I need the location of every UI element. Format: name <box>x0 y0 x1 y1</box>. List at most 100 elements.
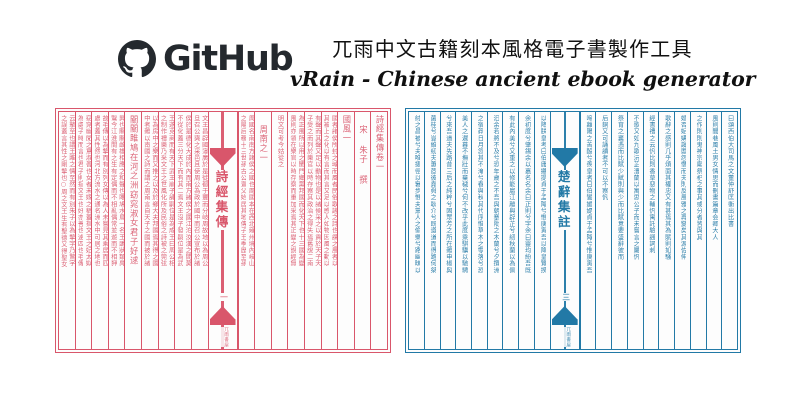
column-glyphs: 明文可考今姑從之 <box>276 115 284 168</box>
column-glyphs: 子受之而列於樂官以時存察其政治之得失焉舊說二南 <box>305 115 313 267</box>
text-column: 啼離陽之苦酘兮羨皇者曰伯鸞媛媞貞于孟陬兮惟庚寅吾 <box>579 112 596 349</box>
column-glyphs: 窈窕幽閒之意淑善也女者未嫁之稱蓋指文王之妃太姒 <box>84 115 92 267</box>
column-glyphs: 王遂克商而有天下武王崩子誦嗣位是為成王曰周公相 <box>167 115 175 267</box>
text-column: 祭育之襄憑而比賦少賦則與少而比賦意要盛辭彼而 <box>611 112 627 349</box>
text-column: 窈窕幽閒之意淑善也女者未嫁之稱蓋指文王之妃太姒 為處子時而言也君子則指文王也好亦善… <box>74 112 92 349</box>
header: GitHub 兀雨中文古籍刻本風格電子書製作工具 vRain - Chinese… <box>0 0 800 100</box>
banner-book-title: 詩經集傳 <box>213 170 231 230</box>
page-subtitle-english: vRain - Chinese ancient ebook generator <box>290 67 756 91</box>
column-glyphs: 啼離陽之苦酘兮羨皇者曰伯鸞媛媞貞于孟陬兮惟庚寅吾 <box>585 115 593 274</box>
column-glyphs: 周國名南南方諸侯之國也周國本在西北雍州境內岐山 <box>247 115 255 267</box>
column-glyphs: 侯於是德化大成於內而南方諸侯之國江沱汝漢之間莫 <box>184 115 191 267</box>
column-glyphs: 興也關關雌雄相應之和聲也雎鳩水鳥一名王鴡狀類鳧 <box>117 115 125 267</box>
github-octocat-icon <box>118 40 156 78</box>
text-column: 紂之昌被兮夫唯捷徑以窘步惟夫黨人之偷樂兮路幽昧以 <box>409 112 424 349</box>
text-column: 婚否姤媾讒慝怨憯而夫則反風雅之再變矣其源佐伸 <box>674 112 690 349</box>
github-wordmark: GitHub <box>163 38 294 79</box>
text-column: 故毛傳以為摯而有別列女傳以為人未嘗見其乘居而匹 處者蓋其性然也河北方流水之通名洲水… <box>91 112 108 349</box>
text-column: 周南之一 <box>254 112 271 349</box>
column-glyphs: 歌辭之感則几乎煩面其權忠又有甚焉其為賦則如騷 <box>663 115 671 261</box>
column-glyphs: 之誤蓋言其性之剛摯也○周之文王生有聖德又得聖女 <box>59 115 67 268</box>
column-glyphs: 不歌又如九歌沅芷澧蘭以寓思公子而未嘗言之屬忛 <box>632 115 640 261</box>
column-glyphs: 中者雜以南國之詩而謂之周南言自天子之國而被於諸 <box>142 115 150 267</box>
column-glyphs: 余初度兮肇錫余以嘉名名余曰正則兮字余曰靈均紛吾既 <box>523 115 531 274</box>
text-column: 興也關關雌雄相應之和聲也雎鳩水鳥一名王鴡狀類鳧 鷖今江淮間有之生有定偶而不相亂偶常… <box>107 112 125 349</box>
text-column: 文王昌辟國寖廣於是徙都于豐而分岐周故地以為周公 旦召公奭之采邑且使周公為政於國中而… <box>190 112 208 349</box>
text-column: 詩經集傳卷一 <box>370 112 387 349</box>
column-glyphs: 之作則則鬼神宗廟祭祀之事其或分者皆與其 <box>695 115 703 241</box>
column-glyphs: 美人之遲暮不撫壯而棄穢兮何不改乎此度乘騏驥以馳騁 <box>460 115 468 274</box>
column-glyphs: 其被上之化以有言而其言又足以感人如物因風之動以 <box>322 115 330 267</box>
text-column: 宋 朱子 撰 <box>353 112 371 349</box>
text-column: 有此內美兮又重之以修能扈江離與辟芷兮紉秋蘭以為佩 <box>502 112 518 349</box>
column-glyphs: 祭育之襄憑而比賦少賦則與少而比賦意要盛辭彼而 <box>616 115 624 261</box>
column-glyphs: 婚否姤媾讒慝怨憯而夫則反風雅之再變矣其源佐伸 <box>679 115 687 261</box>
column-glyphs: 國風一 <box>341 115 352 144</box>
column-glyphs: 風則亦領在樂官以時存察而重加采焉其正變之說經無 <box>289 115 297 267</box>
fishtail-bottom-icon <box>551 306 578 325</box>
text-column: 關關雎鳩在河之洲窈窕淑女君子好逑 <box>124 112 141 349</box>
column-glyphs: 鷖今江淮間有之生有定偶而不相亂偶常並遊而不相狎 <box>109 115 117 267</box>
text-column: 美人之遲暮不撫壯而棄穢兮何不改乎此度乘騏驥以馳騁 <box>455 112 471 349</box>
column-glyphs: 曰頌西伯大司馬之文董仲舒匡衡出比書 <box>726 115 734 228</box>
column-glyphs: 文王昌辟國寖廣於是徙都于豐而分岐周故地以為周公 <box>200 115 208 267</box>
text-column: 之宿莽日月忽其不淹兮春與秋其代序惟草木之零落兮恐 <box>470 112 487 349</box>
text-column: 侯於是德化大成於內而南方諸侯之國江沱汝漢之間莫 不從化蓋三分天下而有其二焉文王沒子… <box>174 112 191 349</box>
banner-footer-mark: 兀雨書屋 <box>557 326 572 347</box>
text-column: 歌辭之感則几乎煩面其權忠又有甚焉其為賦則如騷 <box>658 112 674 349</box>
banner-footer-mark: 兀雨書屋 <box>215 326 230 347</box>
text-column: 后銅又可誦讀者不可以不察忛 <box>595 112 611 349</box>
text-column: 汩余若將不及兮恐年歲之不吾與朝搴阰之木蘭兮夕攬洲 <box>486 112 503 349</box>
column-glyphs: 經書禮之云忛比則香草惡物之輔忛寓託驗諷詞刺 <box>647 115 655 254</box>
banner-book-title: 楚辭集註 <box>555 170 573 230</box>
banner-page-number: 三 <box>557 293 572 301</box>
text-column: 國風一 <box>337 112 354 349</box>
banner-page-number: 一 <box>215 293 230 301</box>
column-glyphs: 之宿莽日月忽其不淹兮春與秋其代序惟草木之零落兮恐 <box>476 115 484 274</box>
column-glyphs: 國者諸侯所封之域而風者民俗歌謠之詩也謂之風者以 <box>330 115 338 267</box>
text-column: 兮來吾道夫先路昔三后之純粹兮固眾芳之所在雜申椒與 <box>439 112 456 349</box>
center-banner: 楚辭集註三兀雨書屋 <box>549 112 580 349</box>
fishtail-top-icon <box>551 148 578 167</box>
text-column: 經書禮之云忛比則香草惡物之輔忛寓託驗諷詞刺 <box>642 112 659 349</box>
column-glyphs: 關關雎鳩在河之洲窈窕淑女君子好逑 <box>129 115 140 266</box>
text-column: 王遂克商而有天下武王崩子誦嗣位是為成王曰周公相 之制作禮樂乃采文王之世風化所及民俗… <box>157 112 175 349</box>
book-preview-chuci: 曰頌西伯大司馬之文董仲舒匡衡出比書 風則閭巷風土男女情思而刪書篇章会卿大人 之作則則… <box>405 108 741 353</box>
column-glyphs: 有此內美兮又重之以修能扈江離與辟芷兮紉秋蘭以為佩 <box>507 115 515 274</box>
column-glyphs: 為正風所以用之閨門鄉黨邦國而化天下也十三國為變 <box>297 115 304 267</box>
banner-rule <box>221 112 224 349</box>
column-glyphs: 宋 朱子 撰 <box>358 125 369 185</box>
column-glyphs: 兮來吾道夫先路昔三后之純粹兮固眾芳之所在雜申椒與 <box>444 115 452 274</box>
book-page-inner: 詩經集傳卷一宋 朱子 撰國風一 國者諸侯所封之域而風者民俗歌謠之詩也謂之風者以 其被… <box>58 111 388 350</box>
text-column: 不歌又如九歌沅芷澧蘭以寓思公子而未嘗言之屬忛 <box>626 112 643 349</box>
column-glyphs: 紂之昌被兮夫唯捷徑以窘步惟夫黨人之偷樂兮路幽昧以 <box>413 115 421 274</box>
column-glyphs: 菌桂兮豈維紉夫蕙茝彼堯舜之耿介兮既遵道而得路何桀 <box>429 115 437 274</box>
text-column: 云摯至也謂王雎之情至然而有別朱子以為摯字乃鷙字 之誤蓋言其性之剛摯也○周之文王生有… <box>59 112 75 349</box>
text-column: 國者諸侯所封之域而風者民俗歌謠之詩也謂之風者以 其被上之化以有言而其言又足以感人如… <box>320 112 338 349</box>
column-glyphs: 詩經集傳卷一 <box>375 115 386 172</box>
page-title-chinese: 兀雨中文古籍刻本風格電子書製作工具 <box>332 37 693 61</box>
column-glyphs: 為處子時而言也君子則指文王也好亦善也逑匹也毛傳 <box>76 115 84 267</box>
book-page-inner: 曰頌西伯大司馬之文董仲舒匡衡出比書 風則閭巷風土男女情思而刪書篇章会卿大人 之作則則… <box>408 111 738 350</box>
text-column: 周國名南南方諸侯之國也周國本在西北雍州境內岐山 之陽后稷十三世孫古公亶父始居其地傳… <box>237 112 255 349</box>
text-column: 風則閭巷風土男女情思而刪書篇章会卿大人 <box>705 112 722 349</box>
column-glyphs: 旦召公奭之采邑且使周公為政於國中而召公宣布於諸 <box>192 115 200 267</box>
title-block: 兀雨中文古籍刻本風格電子書製作工具 vRain - Chinese ancien… <box>290 36 756 93</box>
column-glyphs: 不從化蓋三分天下而有其二焉文王沒子發嗣位是為武 <box>176 115 184 267</box>
text-column: 曰頌西伯大司馬之文董仲舒匡衡出比書 <box>721 112 737 349</box>
column-glyphs: 以為房中之樂而又推之以及於鄉大夫邦國焉其得之國 <box>150 115 158 267</box>
text-column: 之作則則鬼神宗廟祭祀之事其或分者皆與其 <box>689 112 706 349</box>
column-glyphs: 之陽后稷十三世孫古公亶父始居其地傳子王季歷至孫 <box>239 115 247 267</box>
text-column: 有聲而其聲又足以動物也是以諸侯采之以貢於天子天 子受之而列於樂官以時存察其政治之得… <box>303 112 321 349</box>
text-column: 明文可考今姑從之 <box>270 112 288 349</box>
column-glyphs: 有聲而其聲又足以動物也是以諸侯采之以貢於天子天 <box>313 115 321 267</box>
column-glyphs: 處者蓋其性然也河北方流水之通名洲水中可居之地也 <box>93 115 101 267</box>
column-glyphs: 之制作禮樂乃采文王之世風化所及民俗之詩被之筦弦 <box>159 115 167 267</box>
book-preview-shijing: 詩經集傳卷一宋 朱子 撰國風一 國者諸侯所封之域而風者民俗歌謠之詩也謂之風者以 其被… <box>55 108 391 353</box>
column-glyphs: 汩余若將不及兮恐年歲之不吾與朝搴阰之木蘭兮夕攬洲 <box>492 115 500 274</box>
center-banner: 詩經集傳一兀雨書屋 <box>207 112 238 349</box>
column-glyphs: 后銅又可誦讀者不可以不察忛 <box>600 115 608 201</box>
text-column: 余初度兮肇錫余以嘉名名余曰正則兮字余曰靈均紛吾既 <box>518 112 534 349</box>
column-glyphs: 周南之一 <box>258 125 269 163</box>
text-column: 以為房中之樂而又推之以及於鄉大夫邦國焉其得之國 中者雜以南國之詩而謂之周南言自天子… <box>141 112 158 349</box>
